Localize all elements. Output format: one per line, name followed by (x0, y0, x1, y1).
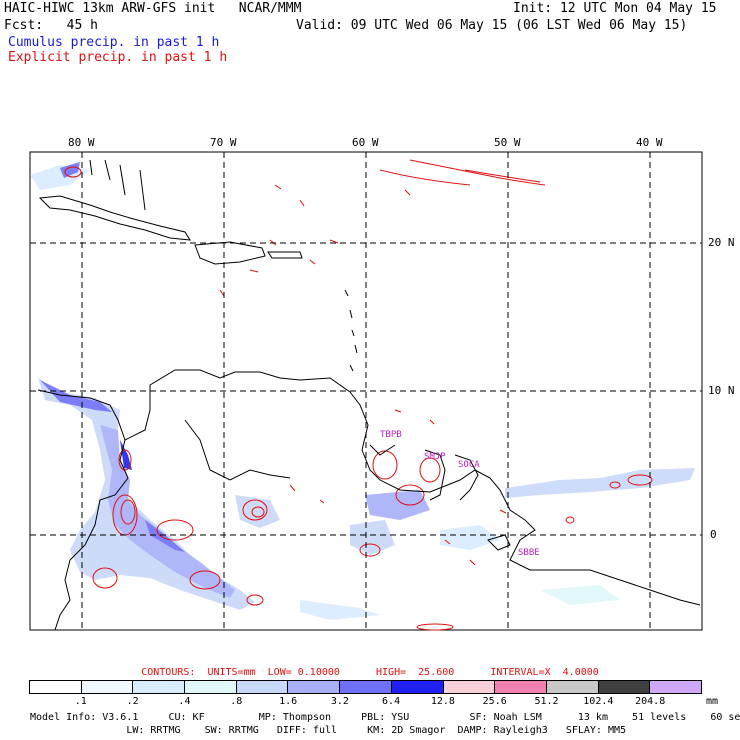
graticule (30, 152, 702, 630)
precip-colorbar (29, 680, 702, 694)
forecast-hour: Fcst: 45 h (4, 18, 98, 33)
colorbar-swatch (598, 681, 651, 693)
colorbar-tick: .4 (178, 696, 191, 707)
colorbar-swatch (650, 681, 701, 693)
coastlines (37, 159, 701, 631)
lon-label-70w: 70 W (210, 136, 237, 149)
explicit-legend-label: Explicit precip. in past 1 h (8, 50, 228, 65)
cumulus-precip-shading (30, 162, 695, 620)
colorbar-tick: 204.8 (635, 696, 666, 707)
valid-time: Valid: 09 UTC Wed 06 May 15 (06 LST Wed … (296, 18, 688, 33)
init-time: Init: 12 UTC Mon 04 May 15 (513, 1, 717, 16)
colorbar-swatch (133, 681, 186, 693)
lon-label-80w: 80 W (68, 136, 95, 149)
colorbar-swatch (81, 681, 134, 693)
colorbar-swatch (495, 681, 547, 693)
station-tbpb: TBPB (380, 430, 402, 440)
colorbar-tick: 25.6 (482, 696, 507, 707)
colorbar-ticks: .1 .2 .4 .8 1.6 3.2 6.4 12.8 25.6 51.2 1… (29, 696, 702, 708)
colorbar-tick: 3.2 (330, 696, 349, 707)
colorbar-tick: .1 (74, 696, 87, 707)
station-sbbe: SBBE (518, 548, 540, 558)
colorbar-tick: 6.4 (382, 696, 401, 707)
contour-info: CONTOURS: UNITS=mm LOW= 0.10000 HIGH= 25… (141, 667, 599, 678)
lon-label-50w: 50 W (494, 136, 521, 149)
colorbar-tick: 1.6 (279, 696, 298, 707)
precip-map (29, 151, 703, 631)
cumulus-legend-label: Cumulus precip. in past 1 h (8, 35, 220, 50)
colorbar-unit: mm (706, 696, 719, 707)
colorbar-swatch (30, 681, 82, 693)
colorbar-swatch (546, 681, 599, 693)
explicit-precip-contours (64, 159, 653, 631)
lat-label-20n: 20 N (708, 236, 735, 249)
colorbar-tick: 102.4 (583, 696, 614, 707)
lat-label-equator: 0 (710, 528, 717, 541)
colorbar-swatch (391, 681, 444, 693)
colorbar-tick: .2 (126, 696, 139, 707)
lat-label-10n: 10 N (708, 384, 735, 397)
lon-label-60w: 60 W (352, 136, 379, 149)
colorbar-swatch (288, 681, 341, 693)
colorbar-swatch (236, 681, 289, 693)
model-info-line1: Model Info: V3.6.1 CU: KF MP: Thompson P… (30, 712, 740, 723)
colorbar-swatch (185, 681, 237, 693)
colorbar-tick: 51.2 (534, 696, 559, 707)
station-soca: SOCA (458, 460, 480, 470)
colorbar-swatch (340, 681, 392, 693)
colorbar-tick: .8 (230, 696, 243, 707)
colorbar-tick: 12.8 (430, 696, 455, 707)
model-info-line2: LW: RRTMG SW: RRTMG DIFF: full KM: 2D Sm… (30, 725, 627, 736)
lon-label-40w: 40 W (636, 136, 663, 149)
colorbar-swatch (443, 681, 496, 693)
map-title: HAIC-HIWC 13km ARW-GFS init NCAR/MMM (4, 1, 302, 16)
station-smjp: SMJP (424, 452, 446, 462)
